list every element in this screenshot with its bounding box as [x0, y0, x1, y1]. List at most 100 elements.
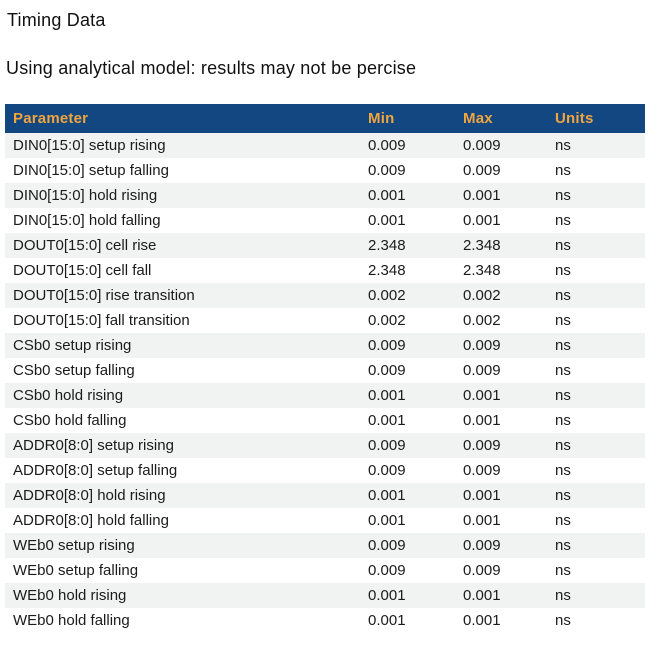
- cell-max: 2.348: [463, 237, 501, 254]
- table-row: ADDR0[8:0] setup rising 0.009 0.009 ns: [5, 433, 645, 458]
- cell-units: ns: [555, 412, 571, 429]
- cell-parameter: ADDR0[8:0] setup rising: [13, 437, 174, 454]
- cell-max: 0.009: [463, 337, 501, 354]
- table-row: ADDR0[8:0] setup falling 0.009 0.009 ns: [5, 458, 645, 483]
- cell-units: ns: [555, 437, 571, 454]
- cell-max: 0.002: [463, 287, 501, 304]
- column-header-units: Units: [547, 104, 645, 133]
- cell-units: ns: [555, 162, 571, 179]
- table-row: DOUT0[15:0] cell rise 2.348 2.348 ns: [5, 233, 645, 258]
- cell-min: 0.001: [368, 487, 406, 504]
- cell-min: 2.348: [368, 237, 406, 254]
- cell-max: 0.009: [463, 437, 501, 454]
- cell-parameter: CSb0 setup falling: [13, 362, 135, 379]
- cell-min: 0.001: [368, 412, 406, 429]
- cell-max: 0.001: [463, 212, 501, 229]
- cell-min: 0.009: [368, 137, 406, 154]
- cell-max: 0.002: [463, 312, 501, 329]
- table-header-row: Parameter Min Max Units: [5, 104, 645, 133]
- cell-min: 0.009: [368, 562, 406, 579]
- table-row: DIN0[15:0] setup rising 0.009 0.009 ns: [5, 133, 645, 158]
- cell-min: 0.009: [368, 437, 406, 454]
- cell-max: 0.001: [463, 612, 501, 629]
- cell-units: ns: [555, 587, 571, 604]
- cell-parameter: WEb0 setup falling: [13, 562, 139, 579]
- cell-units: ns: [555, 137, 571, 154]
- cell-units: ns: [555, 612, 571, 629]
- cell-min: 0.001: [368, 212, 406, 229]
- cell-max: 0.009: [463, 162, 501, 179]
- table-row: ADDR0[8:0] hold rising 0.001 0.001 ns: [5, 483, 645, 508]
- cell-max: 0.009: [463, 362, 501, 379]
- cell-min: 0.002: [368, 287, 406, 304]
- cell-units: ns: [555, 362, 571, 379]
- cell-units: ns: [555, 512, 571, 529]
- cell-parameter: WEb0 hold rising: [13, 587, 127, 604]
- table-row: DIN0[15:0] setup falling 0.009 0.009 ns: [5, 158, 645, 183]
- column-header-parameter: Parameter: [5, 104, 360, 133]
- cell-parameter: DOUT0[15:0] cell fall: [13, 262, 152, 279]
- page-subtitle: Using analytical model: results may not …: [6, 58, 417, 78]
- cell-min: 0.009: [368, 537, 406, 554]
- timing-table: Parameter Min Max Units DIN0[15:0] setup…: [5, 104, 645, 633]
- cell-units: ns: [555, 237, 571, 254]
- cell-parameter: CSb0 setup rising: [13, 337, 132, 354]
- cell-parameter: WEb0 hold falling: [13, 612, 130, 629]
- cell-max: 0.001: [463, 412, 501, 429]
- cell-max: 0.001: [463, 187, 501, 204]
- cell-min: 0.009: [368, 337, 406, 354]
- cell-parameter: WEb0 setup rising: [13, 537, 135, 554]
- table-row: DIN0[15:0] hold falling 0.001 0.001 ns: [5, 208, 645, 233]
- cell-parameter: ADDR0[8:0] hold rising: [13, 487, 166, 504]
- column-header-min: Min: [360, 104, 455, 133]
- cell-max: 0.009: [463, 562, 501, 579]
- cell-units: ns: [555, 187, 571, 204]
- cell-parameter: DOUT0[15:0] fall transition: [13, 312, 190, 329]
- cell-parameter: CSb0 hold rising: [13, 387, 124, 404]
- cell-parameter: ADDR0[8:0] hold falling: [13, 512, 169, 529]
- cell-min: 0.001: [368, 612, 406, 629]
- column-header-max: Max: [455, 104, 547, 133]
- cell-units: ns: [555, 387, 571, 404]
- cell-parameter: DIN0[15:0] hold falling: [13, 212, 161, 229]
- cell-units: ns: [555, 462, 571, 479]
- cell-min: 0.001: [368, 387, 406, 404]
- timing-table-body: DIN0[15:0] setup rising 0.009 0.009 ns DIN0[…: [5, 133, 645, 633]
- cell-max: 0.001: [463, 487, 501, 504]
- table-row: ADDR0[8:0] hold falling 0.001 0.001 ns: [5, 508, 645, 533]
- table-row: CSb0 hold rising 0.001 0.001 ns: [5, 383, 645, 408]
- cell-min: 0.001: [368, 512, 406, 529]
- cell-units: ns: [555, 212, 571, 229]
- cell-parameter: DIN0[15:0] setup rising: [13, 137, 166, 154]
- cell-parameter: ADDR0[8:0] setup falling: [13, 462, 178, 479]
- table-row: CSb0 hold falling 0.001 0.001 ns: [5, 408, 645, 433]
- cell-parameter: DOUT0[15:0] rise transition: [13, 287, 195, 304]
- table-row: DIN0[15:0] hold rising 0.001 0.001 ns: [5, 183, 645, 208]
- cell-units: ns: [555, 337, 571, 354]
- table-row: CSb0 setup falling 0.009 0.009 ns: [5, 358, 645, 383]
- cell-min: 2.348: [368, 262, 406, 279]
- cell-max: 0.001: [463, 512, 501, 529]
- cell-units: ns: [555, 287, 571, 304]
- cell-units: ns: [555, 312, 571, 329]
- cell-min: 0.002: [368, 312, 406, 329]
- cell-units: ns: [555, 537, 571, 554]
- table-row: DOUT0[15:0] cell fall 2.348 2.348 ns: [5, 258, 645, 283]
- table-row: DOUT0[15:0] fall transition 0.002 0.002 ns: [5, 308, 645, 333]
- cell-units: ns: [555, 562, 571, 579]
- cell-max: 0.009: [463, 537, 501, 554]
- page-title: Timing Data: [7, 10, 106, 30]
- table-row: WEb0 setup rising 0.009 0.009 ns: [5, 533, 645, 558]
- cell-min: 0.001: [368, 587, 406, 604]
- cell-units: ns: [555, 262, 571, 279]
- cell-min: 0.009: [368, 162, 406, 179]
- table-row: DOUT0[15:0] rise transition 0.002 0.002 ns: [5, 283, 645, 308]
- cell-max: 0.009: [463, 462, 501, 479]
- cell-max: 0.001: [463, 387, 501, 404]
- cell-min: 0.009: [368, 362, 406, 379]
- cell-max: 0.001: [463, 587, 501, 604]
- cell-parameter: DIN0[15:0] hold rising: [13, 187, 158, 204]
- cell-min: 0.001: [368, 187, 406, 204]
- cell-min: 0.009: [368, 462, 406, 479]
